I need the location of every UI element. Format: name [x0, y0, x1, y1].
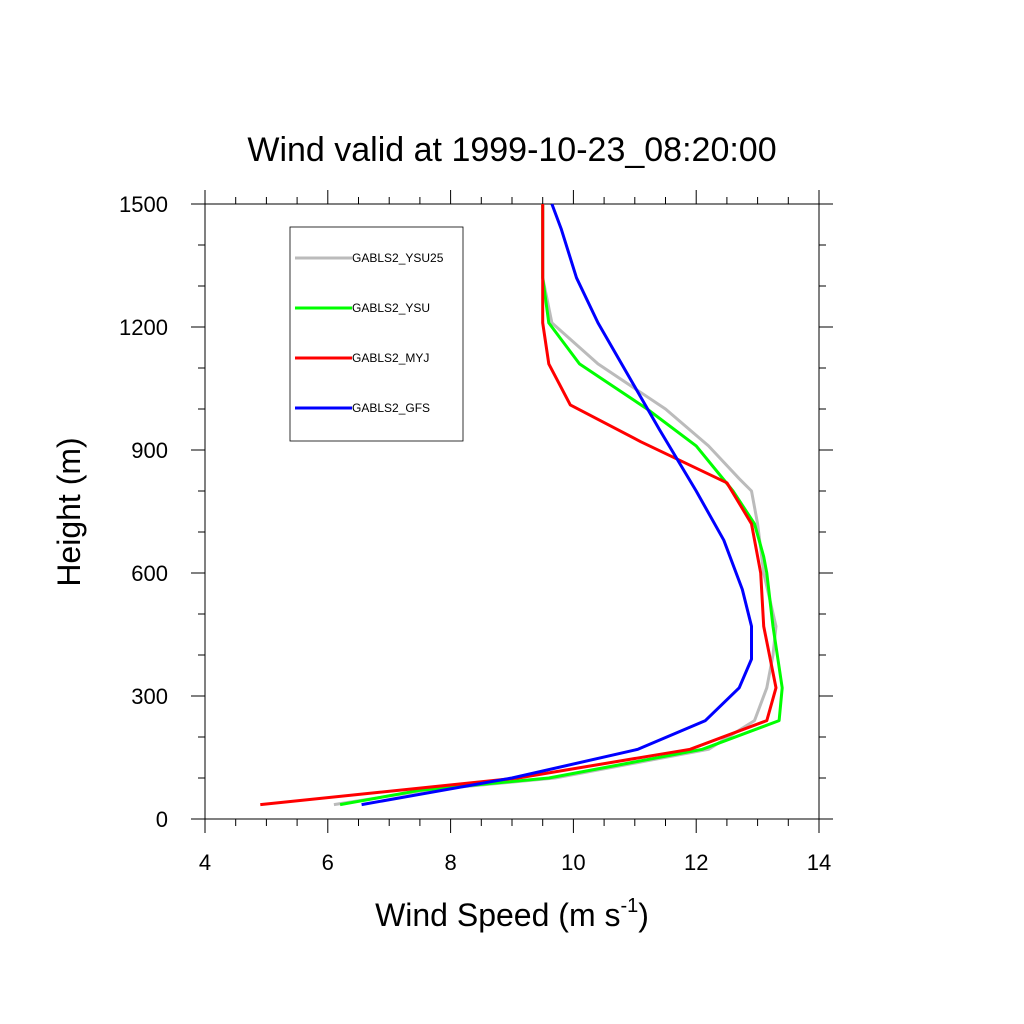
series-line-gabls2-myj — [260, 204, 778, 807]
axis-tick-labels: 4 6 8 10 12 14 0 300 600 900 1200 1500 — [119, 192, 831, 875]
y-tick-label: 1200 — [119, 315, 168, 340]
y-tick-label: 1500 — [119, 192, 168, 217]
x-tick-label: 6 — [322, 850, 334, 875]
series-line-gabls2-gfs — [361, 203, 753, 807]
legend-label-gabls2-ysu25: GABLS2_YSU25 — [352, 251, 444, 265]
y-tick-label: 0 — [156, 807, 168, 832]
x-tick-label: 8 — [444, 850, 456, 875]
legend-box — [289, 226, 464, 442]
series-lines — [260, 203, 784, 807]
series-line-gabls2-ysu — [339, 204, 784, 807]
x-axis-label-end: ) — [638, 897, 649, 933]
x-axis-label: Wind Speed (m s-1) — [375, 895, 649, 933]
x-tick-label: 14 — [807, 850, 831, 875]
chart-title: Wind valid at 1999-10-23_08:20:00 — [247, 131, 776, 169]
x-tick-label: 10 — [561, 850, 585, 875]
y-axis-label: Height (m) — [51, 437, 87, 586]
y-tick-label: 900 — [131, 438, 168, 463]
legend-label-gabls2-myj: GABLS2_MYJ — [352, 351, 429, 365]
axis-ticks — [191, 190, 833, 833]
legend-label-gabls2-gfs: GABLS2_GFS — [352, 401, 430, 415]
legend-label-gabls2-ysu: GABLS2_YSU — [352, 301, 430, 315]
x-tick-label: 4 — [199, 850, 211, 875]
x-tick-label: 12 — [684, 850, 708, 875]
x-axis-label-superscript: -1 — [620, 895, 638, 917]
y-tick-label: 600 — [131, 561, 168, 586]
y-tick-label: 300 — [131, 684, 168, 709]
legend: GABLS2_YSU25 GABLS2_YSU GABLS2_MYJ GABLS2_G… — [289, 226, 464, 442]
